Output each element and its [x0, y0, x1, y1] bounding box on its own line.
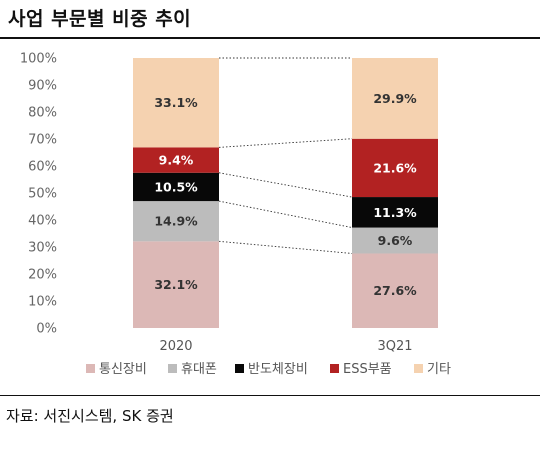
connector-line: [218, 240, 353, 254]
y-tick-label: 30%: [28, 241, 57, 256]
data-label: 32.1%: [154, 277, 198, 292]
y-axis: 0% 10% 20% 30% 40% 50% 60% 70% 80% 90% 100%: [20, 52, 57, 337]
data-label: 29.9%: [373, 91, 417, 106]
title-rule: [0, 37, 540, 39]
y-tick-label: 80%: [28, 106, 57, 121]
legend: 통신장비 휴대폰 반도체장비 ESS부품 기타: [86, 362, 451, 377]
bar-stacks: 32.1% 14.9% 10.5% 9.4% 33.1% 27.6% 9.6% 11.3% 21…: [133, 58, 438, 328]
legend-label: 기타: [427, 362, 451, 377]
data-label: 9.6%: [378, 233, 413, 248]
bar-segment-a-1: [133, 201, 219, 242]
bar-segment-b-3: [352, 138, 438, 198]
source-note: 자료: 서진시스템, SK 증권: [6, 407, 174, 425]
bar-segment-b-0: [352, 253, 438, 328]
x-axis-categories: 2020 3Q21: [159, 339, 412, 354]
y-tick-label: 50%: [28, 187, 57, 202]
data-label: 14.9%: [154, 214, 198, 229]
data-label: 10.5%: [154, 179, 198, 194]
bar-segment-a-2: [133, 172, 219, 202]
legend-label: 반도체장비: [248, 362, 308, 377]
data-label: 33.1%: [154, 95, 198, 110]
legend-swatch: [414, 364, 423, 373]
y-tick-label: 60%: [28, 160, 57, 175]
y-tick-label: 40%: [28, 214, 57, 229]
y-tick-label: 100%: [20, 52, 57, 67]
y-tick-label: 10%: [28, 295, 57, 310]
data-label: 9.4%: [159, 153, 194, 168]
y-tick-label: 0%: [36, 322, 57, 337]
legend-swatch: [330, 364, 339, 373]
bar-segment-b-2: [352, 197, 438, 228]
x-category-label: 2020: [159, 339, 192, 354]
bar-segment-a-3: [133, 147, 219, 173]
connector-line: [218, 200, 353, 229]
chart-title: 사업 부문별 비중 추이: [8, 8, 192, 30]
bar-segment-b-1: [352, 227, 438, 254]
connector-line: [218, 138, 353, 148]
legend-label: 통신장비: [99, 362, 147, 377]
connector-lines: [218, 57, 353, 254]
y-tick-label: 90%: [28, 79, 57, 94]
legend-swatch: [168, 364, 177, 373]
data-label: 11.3%: [373, 205, 417, 220]
bar-segment-b-4: [352, 58, 438, 139]
y-tick-label: 70%: [28, 133, 57, 148]
legend-swatch: [86, 364, 95, 373]
bar-segment-a-0: [133, 241, 219, 328]
data-label: 21.6%: [373, 160, 417, 175]
y-tick-label: 20%: [28, 268, 57, 283]
source-rule: [0, 395, 540, 396]
connector-line: [218, 172, 353, 198]
bar-segment-a-4: [133, 58, 219, 148]
legend-label: ESS부품: [343, 362, 392, 377]
x-category-label: 3Q21: [377, 339, 412, 354]
legend-swatch: [235, 364, 244, 373]
data-label: 27.6%: [373, 283, 417, 298]
stacked-bar-chart: 0% 10% 20% 30% 40% 50% 60% 70% 80% 90% 100% 32.1% 1…: [20, 52, 451, 378]
legend-label: 휴대폰: [181, 362, 217, 377]
